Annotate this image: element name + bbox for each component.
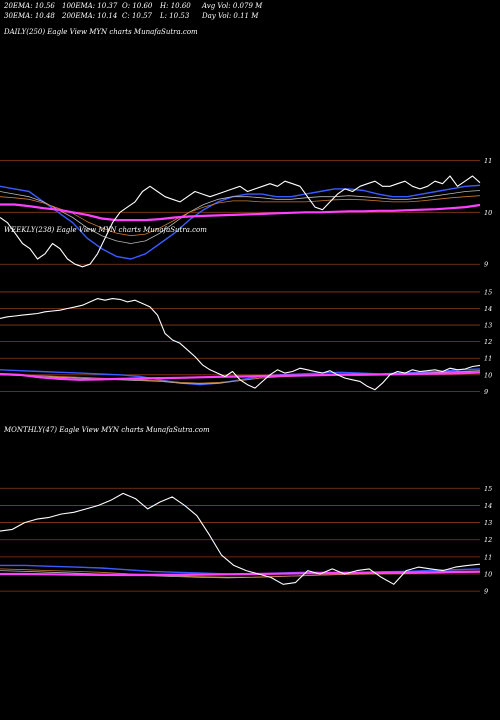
weekly-panel-ema-magenta-line (0, 371, 481, 381)
monthly-panel-y-tick: 13 (484, 519, 492, 527)
stat-avg-vol: Avg Vol: 0.079 M (201, 2, 263, 10)
stat-close: C: 10.57 (122, 12, 153, 20)
weekly-panel-y-tick: 15 (484, 288, 492, 296)
daily-panel-ema-magenta-line (0, 203, 481, 222)
daily-panel: DAILY(250) Eagle View MYN charts MunafaS… (0, 28, 492, 269)
weekly-panel-price-line (0, 298, 481, 391)
stat-100ema: 100EMA: 10.37 (62, 2, 118, 10)
stat-30ema: 30EMA: 10.48 (4, 12, 55, 20)
daily-panel-title: DAILY(250) Eagle View MYN charts MunafaS… (3, 28, 198, 36)
stat-low: L: 10.53 (159, 12, 190, 20)
stat-200ema: 200EMA: 10.14 (61, 12, 117, 20)
monthly-panel-y-tick: 11 (484, 553, 492, 561)
monthly-panel-y-tick: 9 (484, 588, 488, 596)
daily-panel-ema-gray-line (0, 190, 481, 244)
monthly-panel-y-tick: 10 (484, 571, 492, 579)
monthly-panel-y-tick: 15 (484, 485, 492, 493)
weekly-panel-y-tick: 11 (484, 355, 492, 363)
weekly-panel-y-tick: 9 (484, 388, 488, 396)
weekly-panel-y-tick: 10 (484, 371, 492, 379)
monthly-panel: MONTHLY(47) Eagle View MYN charts Munafa… (0, 426, 492, 596)
stat-day-vol: Day Vol: 0.11 M (201, 12, 259, 20)
daily-panel-y-tick: 11 (484, 157, 492, 165)
daily-panel-ema-orange-line (0, 195, 481, 237)
monthly-panel-ema-orange-line (0, 568, 481, 578)
monthly-panel-ema-magenta-line (0, 570, 481, 577)
weekly-panel-title: WEEKLY(238) Eagle View MYN charts Munafa… (4, 226, 207, 234)
stat-high: H: 10.60 (159, 2, 191, 10)
weekly-panel-y-tick: 12 (484, 338, 492, 346)
monthly-panel-y-tick: 12 (484, 536, 492, 544)
daily-panel-ema-blue-line (0, 184, 481, 260)
header-stats: 20EMA: 10.56 100EMA: 10.37 O: 10.60 H: 1… (3, 2, 263, 20)
weekly-panel-y-tick: 13 (484, 322, 492, 330)
monthly-panel-y-tick: 14 (484, 502, 492, 510)
stat-open: O: 10.60 (122, 2, 153, 10)
weekly-panel-y-tick: 14 (484, 305, 492, 313)
daily-panel-y-tick: 9 (484, 261, 488, 269)
daily-panel-price-line (0, 175, 481, 268)
weekly-panel: WEEKLY(238) Eagle View MYN charts Munafa… (0, 226, 492, 396)
daily-panel-y-tick: 10 (484, 209, 492, 217)
monthly-panel-price-line (0, 492, 481, 585)
monthly-panel-title: MONTHLY(47) Eagle View MYN charts Munafa… (3, 426, 210, 434)
stat-20ema: 20EMA: 10.56 (3, 2, 55, 10)
